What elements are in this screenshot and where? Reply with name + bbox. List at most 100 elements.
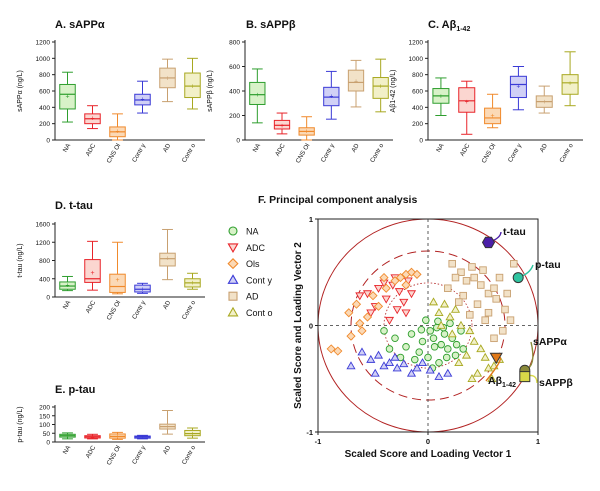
data-point [472, 368, 483, 377]
box-mean-marker: + [354, 79, 358, 86]
data-point [392, 306, 402, 315]
data-point [368, 291, 378, 301]
box-na: + [59, 275, 76, 292]
box-mean-marker: + [190, 84, 194, 91]
data-point [346, 331, 356, 341]
panel-title-main: sAPP [69, 19, 98, 31]
box-mean-marker: + [465, 99, 469, 106]
data-point [381, 295, 391, 304]
box-mean-marker: + [542, 99, 546, 106]
loading-label-text: p-tau [535, 259, 561, 271]
data-point [490, 334, 498, 343]
box-mean-marker: + [329, 93, 333, 100]
box-mean-marker: + [90, 434, 94, 441]
box-ols: + [298, 116, 315, 141]
box-mean-marker: + [140, 97, 144, 104]
data-point [333, 346, 343, 356]
data-point [430, 343, 439, 351]
data-point [422, 316, 430, 324]
data-point [437, 340, 445, 349]
data-point [390, 352, 400, 361]
pca-x-label: Scaled Score and Loading Vector 1 [345, 449, 512, 460]
x-tick-label: Contr y [131, 299, 148, 321]
series-conty [346, 347, 453, 380]
box-adc: + [84, 105, 101, 130]
y-axis-label: Aβ1-42 (ng/L) [390, 70, 397, 113]
box-mean-marker: + [305, 128, 309, 135]
box-conty: + [509, 66, 527, 111]
box-iqr [184, 72, 201, 99]
y-tick-label: 100 [39, 422, 50, 429]
box-mean-marker: + [115, 129, 119, 136]
y-tick-label: 0 [46, 138, 50, 145]
data-point [390, 276, 400, 286]
legend-marker-conty [227, 274, 239, 284]
x-tick-label: AD [162, 142, 173, 153]
data-point [452, 340, 461, 349]
box-mean-marker: + [190, 280, 194, 287]
box-mean-marker: + [165, 75, 169, 82]
box-conto: + [184, 427, 201, 439]
y-tick-label: 200 [39, 121, 50, 128]
data-point [406, 290, 417, 299]
x-tick-label: Contr o [181, 444, 198, 466]
data-point [373, 284, 384, 293]
data-point [355, 292, 365, 301]
legend-label: Ols [246, 259, 260, 269]
x-tick-label: AD [162, 444, 173, 455]
y-tick-label: 0 [309, 322, 313, 331]
data-point [417, 326, 426, 334]
y-tick-label: 0 [419, 138, 423, 145]
data-point [456, 320, 466, 329]
data-point [381, 283, 391, 293]
series-ad [444, 259, 518, 343]
box-mean-marker: + [65, 433, 69, 440]
box-mean-marker: + [165, 424, 169, 431]
data-point [447, 329, 457, 338]
x-tick-label: AD [539, 142, 550, 153]
box-iqr [84, 259, 101, 283]
y-tick-label: 1600 [36, 222, 51, 229]
data-point [429, 334, 438, 343]
loading-label-subscript: 1-42 [502, 382, 516, 389]
data-point [370, 368, 380, 377]
data-point [436, 320, 446, 329]
panel-title-prefix: E. [55, 384, 68, 396]
box-iqr [273, 119, 291, 130]
data-point [418, 337, 427, 346]
data-point [445, 312, 455, 321]
box-mean-marker: + [439, 93, 443, 100]
x-tick-label: CNS Ol [105, 143, 122, 165]
x-tick-label: NA [62, 444, 73, 456]
data-point [373, 350, 384, 359]
box-iqr [249, 81, 266, 105]
box-adc: + [84, 433, 101, 441]
x-tick-label: NA [62, 299, 73, 311]
x-tick-label: ADC [85, 299, 98, 314]
data-point [379, 272, 389, 283]
data-point [362, 312, 373, 322]
y-tick-label: 1 [309, 215, 313, 224]
y-axis-label: p-tau (ng/L) [17, 406, 24, 442]
box-iqr [347, 69, 365, 92]
data-point [439, 299, 450, 308]
box-conty: + [134, 435, 151, 442]
data-point [476, 344, 486, 353]
panel-title-prefix: D. [55, 200, 69, 212]
data-point [459, 345, 467, 353]
circle-40 [383, 282, 473, 369]
data-point [450, 304, 461, 313]
box-mean-marker: + [90, 270, 94, 277]
y-tick-label: 0 [46, 440, 50, 447]
data-point [412, 269, 422, 279]
y-tick-label: 400 [412, 105, 423, 112]
x-tick-label: 1 [536, 437, 540, 446]
data-point [459, 291, 467, 300]
x-tick-label: Contr o [181, 299, 198, 321]
box-iqr [159, 252, 176, 267]
data-point [434, 371, 444, 380]
panel-title-main: p-tau [68, 384, 95, 396]
x-tick-label: AD [350, 142, 361, 153]
y-axis-label: sAPPβ (ng/L) [207, 70, 214, 112]
